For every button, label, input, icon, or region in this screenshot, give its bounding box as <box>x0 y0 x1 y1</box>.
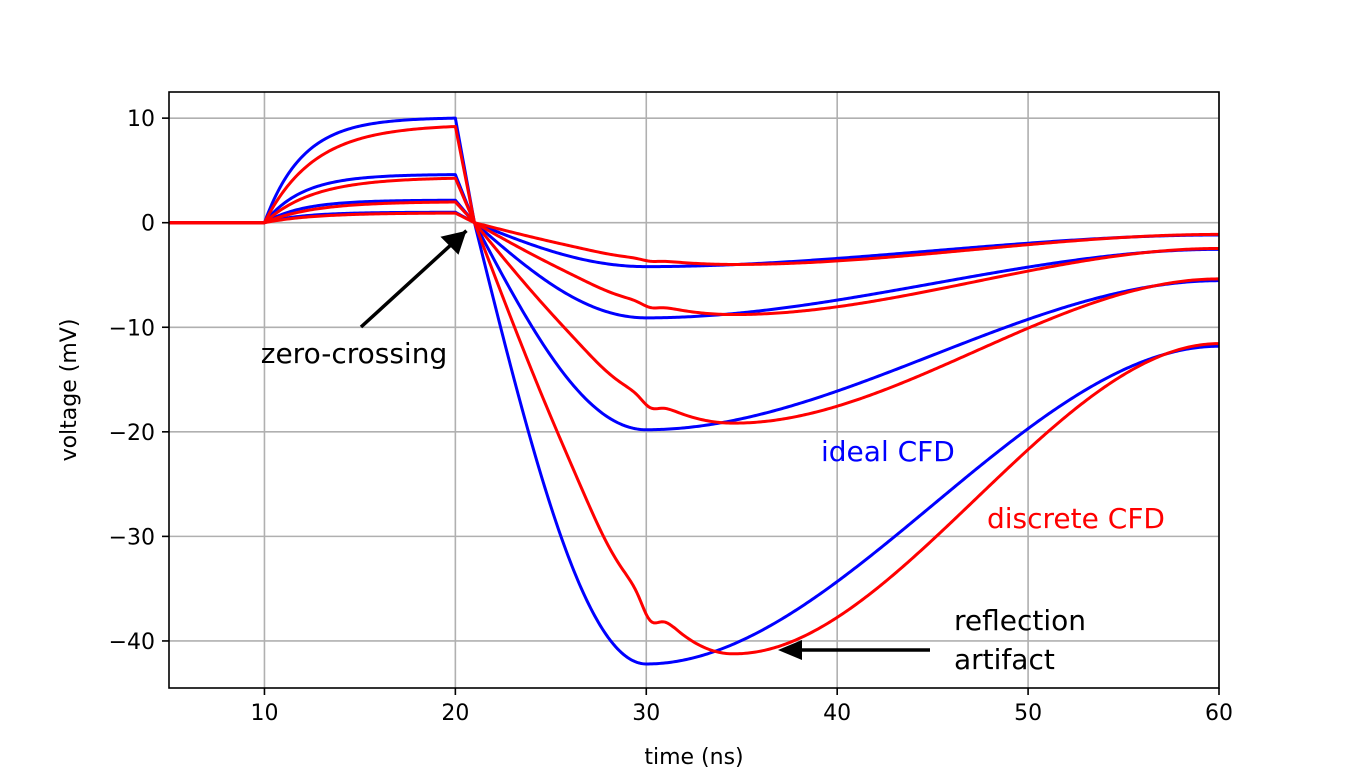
y-tick-label: −40 <box>109 630 155 655</box>
x-tick-label: 20 <box>441 701 469 726</box>
x-tick-label: 30 <box>632 701 660 726</box>
curves <box>169 116 1220 666</box>
zero-crossing-arrow <box>359 229 468 329</box>
y-tick-label: −20 <box>109 421 155 446</box>
x-tick-label: 50 <box>1014 701 1042 726</box>
y-tick-label: 10 <box>127 107 155 132</box>
reflection-artifact-label-line2: artifact <box>954 643 1055 676</box>
x-tick-label: 10 <box>250 701 278 726</box>
reflection-artifact-arrowhead <box>778 640 802 660</box>
zero-crossing-label: zero-crossing <box>261 337 447 370</box>
y-tick-label: 0 <box>141 212 155 237</box>
series-line-discrete-3 <box>169 176 1220 425</box>
series-line-discrete-1 <box>169 211 1219 266</box>
ideal-cfd-label: ideal CFD <box>821 435 955 468</box>
plot-frame <box>168 91 1220 689</box>
y-tick-label: −10 <box>109 316 155 341</box>
series-line-discrete-4 <box>169 125 1220 656</box>
x-axis-label: time (ns) <box>644 745 743 770</box>
y-axis-label: voltage (mV) <box>57 319 82 462</box>
reflection-artifact-label-line1: reflection <box>954 604 1086 637</box>
x-tick-label: 60 <box>1205 701 1233 726</box>
series-line-discrete-2 <box>169 200 1219 317</box>
discrete-cfd-label: discrete CFD <box>987 502 1165 535</box>
series-line-ideal-2 <box>169 198 1220 320</box>
series-line-ideal-4 <box>169 116 1220 666</box>
x-tick-label: 40 <box>823 701 851 726</box>
series-line-ideal-3 <box>169 173 1220 432</box>
ticks: 10 20 30 40 50 60 10 0 −10 −20 −30 −40 <box>109 107 1233 726</box>
annotations: zero-crossing reflection artifact ideal CFD… <box>261 229 1165 676</box>
y-tick-label: −30 <box>109 525 155 550</box>
zero-crossing-arrowhead <box>440 230 467 255</box>
